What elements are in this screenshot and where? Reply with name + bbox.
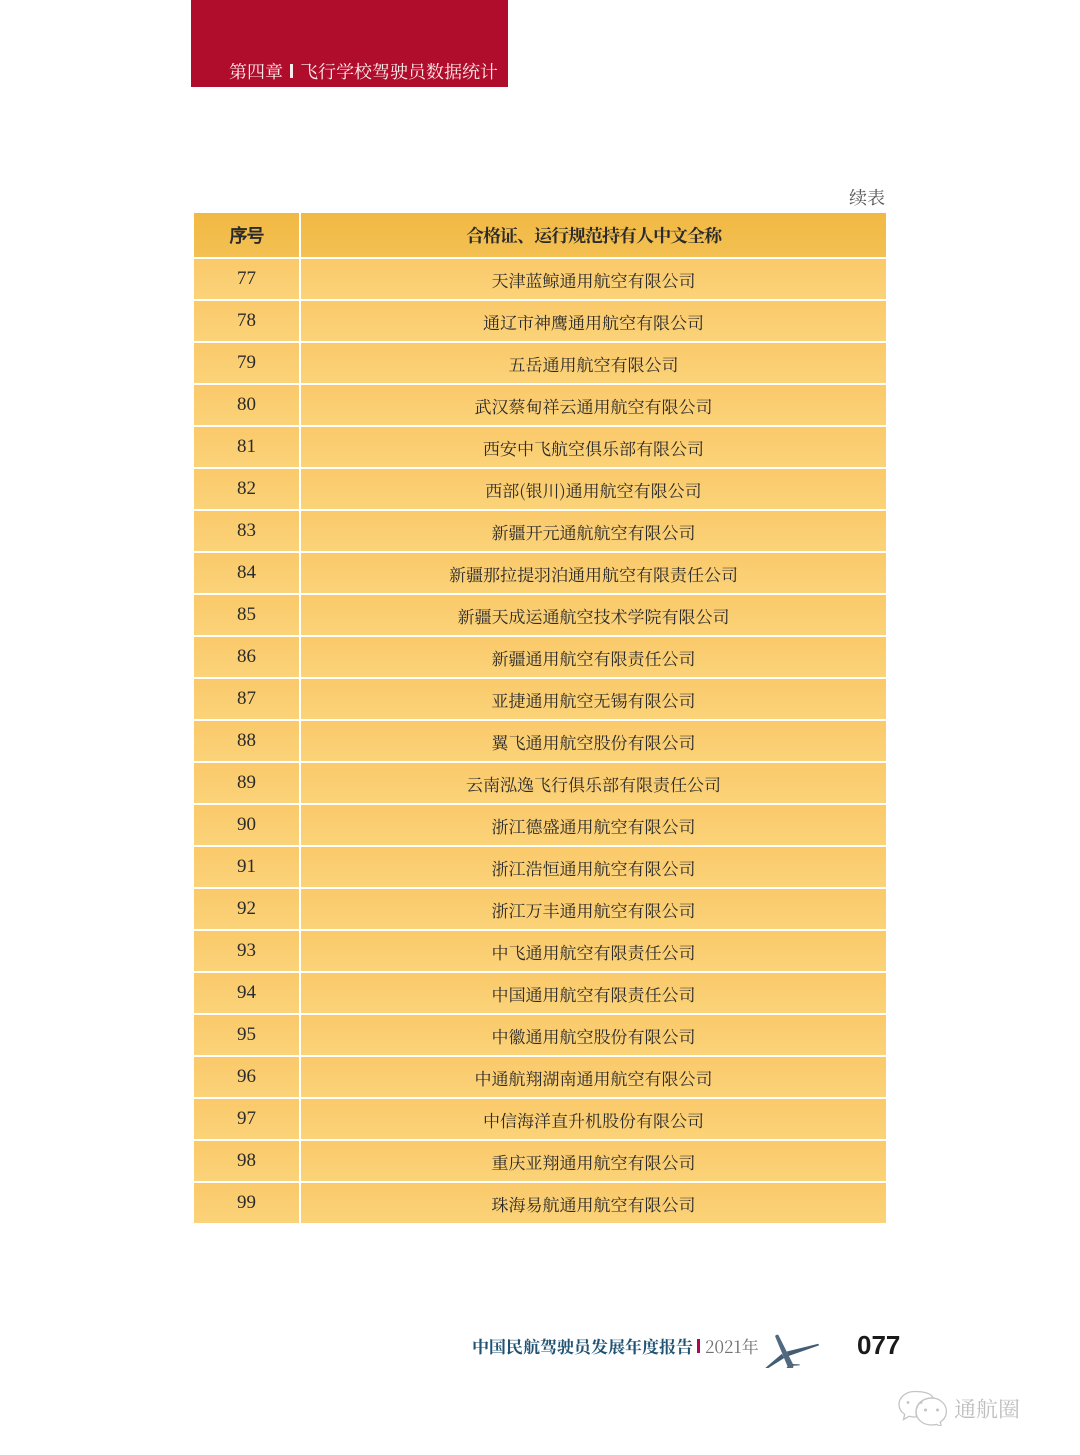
- svg-text:通航圈: 通航圈: [954, 1393, 1020, 1424]
